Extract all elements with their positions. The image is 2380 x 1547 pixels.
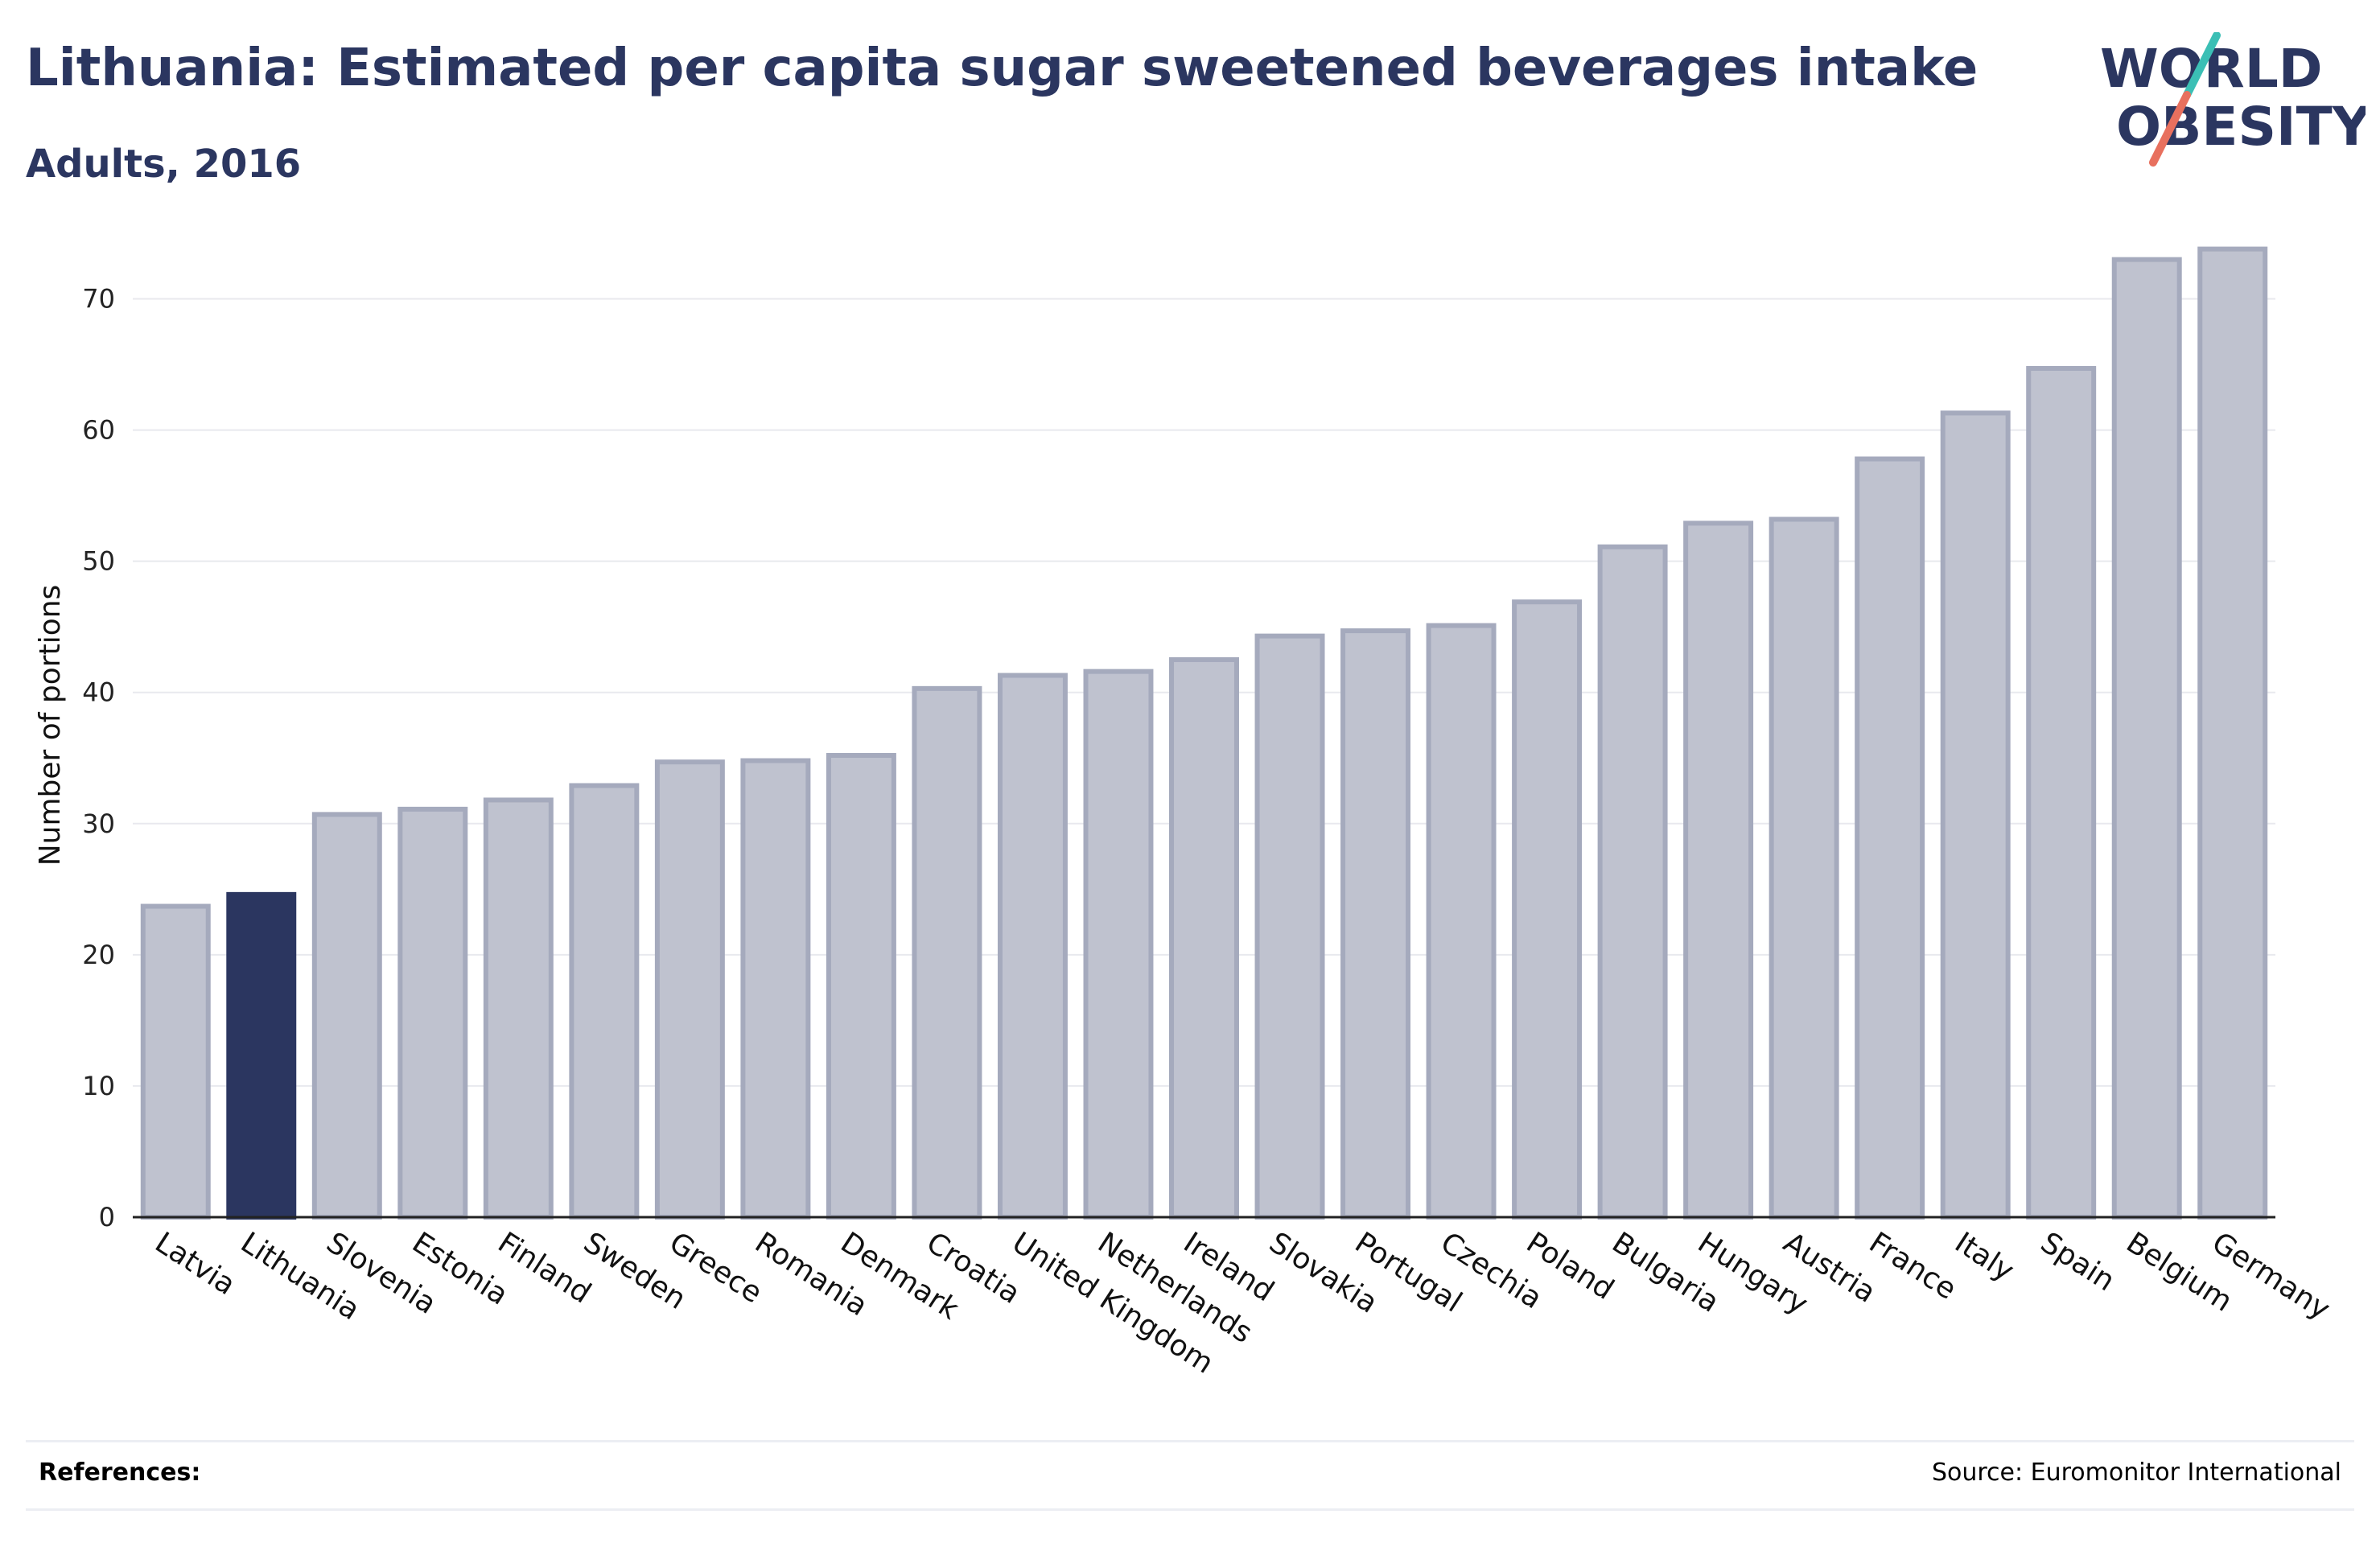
bar <box>140 903 211 1220</box>
y-tick-label: 40 <box>82 677 115 708</box>
x-tick-label: Finland <box>492 1226 596 1310</box>
bar <box>1855 456 1925 1220</box>
bar <box>1683 520 1754 1220</box>
logo-slash-coral <box>2149 91 2191 167</box>
bar <box>2197 246 2268 1220</box>
bar <box>1254 633 1325 1220</box>
bar <box>1083 669 1154 1220</box>
y-tick-label: 20 <box>82 940 115 970</box>
bar <box>1940 410 2011 1220</box>
bar <box>483 797 554 1220</box>
bar <box>1169 656 1239 1220</box>
source-text: Source: Euromonitor International <box>1931 1459 2341 1487</box>
bar <box>740 758 811 1220</box>
bar <box>1769 516 1839 1220</box>
references-bar: References: Source: Euromonitor Internat… <box>26 1440 2354 1511</box>
bar <box>654 759 725 1220</box>
bar <box>1512 599 1583 1220</box>
chart-subtitle: Adults, 2016 <box>26 142 302 187</box>
x-tick-label: Germany <box>2206 1226 2336 1327</box>
bar <box>2026 365 2097 1220</box>
y-tick-label: 70 <box>82 284 115 315</box>
bar <box>1426 623 1497 1220</box>
bar-highlighted <box>226 891 297 1220</box>
chart-title: Lithuania: Estimated per capita sugar sw… <box>26 39 1979 98</box>
bar <box>569 783 640 1220</box>
bar <box>997 673 1068 1220</box>
y-tick-label: 60 <box>82 415 115 446</box>
y-tick-label: 50 <box>82 546 115 577</box>
y-tick-label: 30 <box>82 808 115 839</box>
bar <box>397 806 468 1220</box>
bar <box>826 753 896 1220</box>
x-tick-label: Latvia <box>149 1226 241 1302</box>
y-axis-label: Number of portions <box>34 585 67 866</box>
logo-slash-teal <box>2183 32 2221 99</box>
y-tick-label: 0 <box>99 1202 115 1232</box>
y-tick-label: 10 <box>82 1071 115 1101</box>
bar <box>1340 628 1411 1220</box>
references-label: References: <box>39 1459 201 1487</box>
bar <box>1597 544 1668 1220</box>
x-tick-label: France <box>1863 1226 1962 1306</box>
bar <box>2111 257 2182 1220</box>
world-obesity-logo: WORLD OBESITY <box>2100 32 2366 167</box>
bar <box>311 812 382 1220</box>
x-tick-label: Spain <box>2035 1226 2121 1298</box>
bar <box>912 685 982 1220</box>
